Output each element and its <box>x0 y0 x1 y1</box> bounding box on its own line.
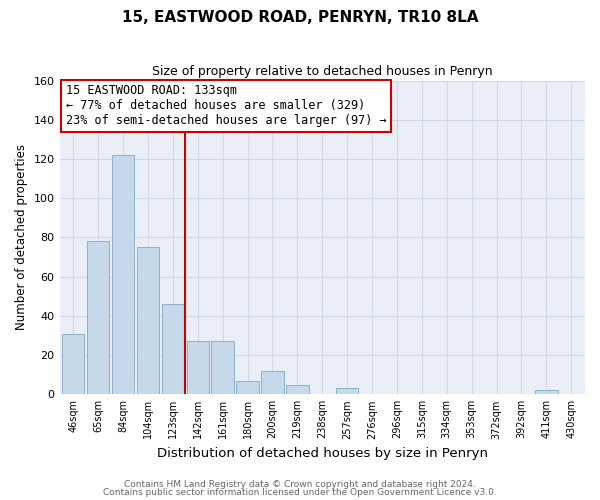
Bar <box>112 155 134 394</box>
Bar <box>336 388 358 394</box>
X-axis label: Distribution of detached houses by size in Penryn: Distribution of detached houses by size … <box>157 447 488 460</box>
Bar <box>286 384 308 394</box>
Bar <box>161 304 184 394</box>
Text: Contains HM Land Registry data © Crown copyright and database right 2024.: Contains HM Land Registry data © Crown c… <box>124 480 476 489</box>
Bar <box>261 371 284 394</box>
Bar <box>187 342 209 394</box>
Text: 15 EASTWOOD ROAD: 133sqm
← 77% of detached houses are smaller (329)
23% of semi-: 15 EASTWOOD ROAD: 133sqm ← 77% of detach… <box>66 84 386 128</box>
Bar <box>236 380 259 394</box>
Bar <box>87 242 109 394</box>
Y-axis label: Number of detached properties: Number of detached properties <box>15 144 28 330</box>
Title: Size of property relative to detached houses in Penryn: Size of property relative to detached ho… <box>152 65 493 78</box>
Text: 15, EASTWOOD ROAD, PENRYN, TR10 8LA: 15, EASTWOOD ROAD, PENRYN, TR10 8LA <box>122 10 478 25</box>
Bar <box>137 247 159 394</box>
Bar <box>535 390 557 394</box>
Bar <box>211 342 234 394</box>
Text: Contains public sector information licensed under the Open Government Licence v3: Contains public sector information licen… <box>103 488 497 497</box>
Bar <box>62 334 85 394</box>
